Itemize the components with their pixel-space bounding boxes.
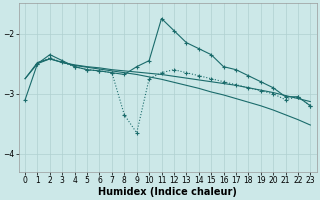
X-axis label: Humidex (Indice chaleur): Humidex (Indice chaleur) [98, 187, 237, 197]
